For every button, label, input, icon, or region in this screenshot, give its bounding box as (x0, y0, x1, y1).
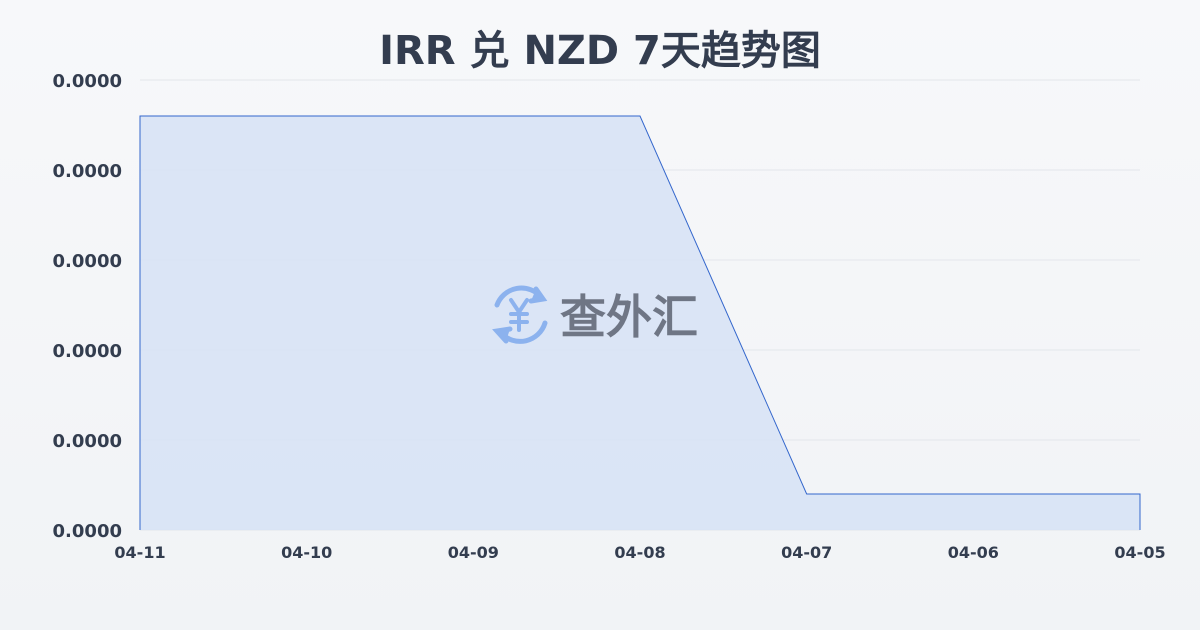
y-tick-label: 0.0000 (53, 341, 122, 362)
y-tick-label: 0.0000 (53, 71, 122, 92)
y-tick-label: 0.0000 (53, 161, 122, 182)
area-fill (140, 116, 1140, 530)
watermark-logo: 查外汇 (492, 285, 698, 344)
chart-title: IRR 兑 NZD 7天趋势图 (379, 28, 821, 74)
x-tick-label: 04-11 (114, 543, 165, 562)
x-tick-label: 04-05 (1114, 543, 1165, 562)
y-tick-label: 0.0000 (53, 521, 122, 542)
watermark-text: 查外汇 (560, 290, 698, 344)
x-tick-label: 04-08 (614, 543, 665, 562)
x-tick-label: 04-09 (448, 543, 499, 562)
x-tick-label: 04-07 (781, 543, 832, 562)
x-tick-label: 04-10 (281, 543, 332, 562)
series-line (139, 115, 1141, 530)
yen-exchange-icon (492, 285, 548, 344)
x-tick-label: 04-06 (948, 543, 999, 562)
y-tick-label: 0.0000 (53, 431, 122, 452)
y-tick-label: 0.0000 (53, 251, 122, 272)
